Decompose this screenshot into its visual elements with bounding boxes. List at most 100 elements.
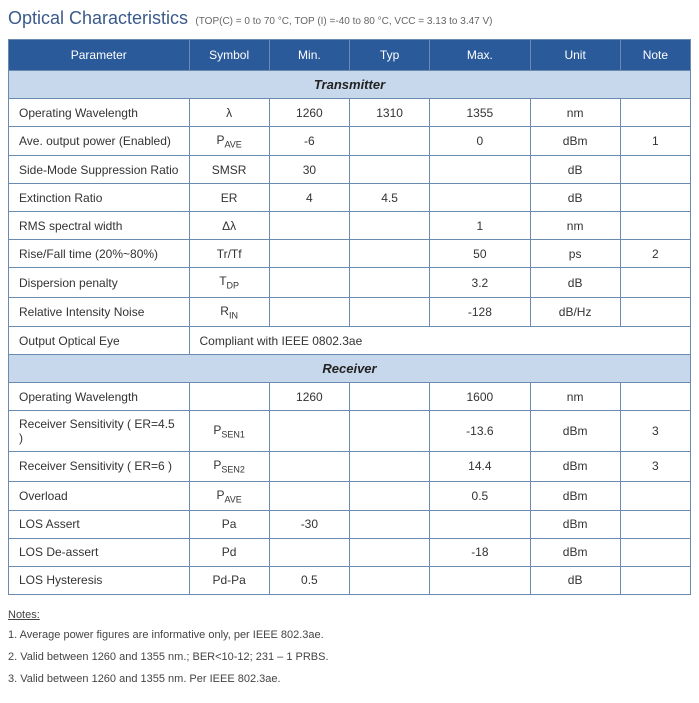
cell-symbol: TDP (189, 268, 269, 297)
cell-param: LOS Assert (9, 510, 190, 538)
cell-symbol: PAVE (189, 481, 269, 510)
cell-typ (349, 411, 429, 452)
cell-typ (349, 156, 429, 184)
cell-typ (349, 268, 429, 297)
table-row: LOS HysteresisPd-Pa0.5dB (9, 566, 691, 594)
cell-unit: dB (530, 156, 620, 184)
cell-unit: ps (530, 240, 620, 268)
table-row: Output Optical EyeCompliant with IEEE 08… (9, 327, 691, 355)
cell-symbol: Pd (189, 538, 269, 566)
cell-min: -6 (269, 127, 349, 156)
cell-max: 1 (430, 212, 530, 240)
cell-min: 30 (269, 156, 349, 184)
table-row: Dispersion penaltyTDP3.2dB (9, 268, 691, 297)
cell-note: 2 (620, 240, 690, 268)
cell-note: 1 (620, 127, 690, 156)
section-label: Transmitter (9, 71, 691, 99)
col-unit: Unit (530, 40, 620, 71)
col-note: Note (620, 40, 690, 71)
table-row: OverloadPAVE0.5dBm (9, 481, 691, 510)
table-row: Ave. output power (Enabled)PAVE-6 0dBm1 (9, 127, 691, 156)
cell-unit: nm (530, 383, 620, 411)
cell-min (269, 538, 349, 566)
cell-param: Ave. output power (Enabled) (9, 127, 190, 156)
cell-max: -18 (430, 538, 530, 566)
cell-typ: 4.5 (349, 184, 429, 212)
cell-max: -128 (430, 297, 530, 326)
cell-min (269, 481, 349, 510)
note-line: 2. Valid between 1260 and 1355 nm.; BER<… (8, 651, 691, 663)
table-row: Rise/Fall time (20%~80%)Tr/Tf50ps2 (9, 240, 691, 268)
cell-typ (349, 297, 429, 326)
cell-note (620, 510, 690, 538)
cell-symbol: Tr/Tf (189, 240, 269, 268)
cell-symbol: λ (189, 99, 269, 127)
cell-symbol: PAVE (189, 127, 269, 156)
cell-unit: dBm (530, 127, 620, 156)
cell-note (620, 99, 690, 127)
cell-note (620, 268, 690, 297)
table-row: Extinction RatioER44.5dB (9, 184, 691, 212)
cell-typ (349, 240, 429, 268)
characteristics-table: Parameter Symbol Min. Typ Max. Unit Note… (8, 39, 691, 595)
cell-min (269, 411, 349, 452)
cell-param: Relative Intensity Noise (9, 297, 190, 326)
cell-param: Overload (9, 481, 190, 510)
cell-symbol: RIN (189, 297, 269, 326)
cell-unit: dB (530, 566, 620, 594)
table-row: Operating Wavelength12601600nm (9, 383, 691, 411)
cell-note (620, 538, 690, 566)
col-min: Min. (269, 40, 349, 71)
table-row: Side-Mode Suppression RatioSMSR30dB (9, 156, 691, 184)
cell-note (620, 297, 690, 326)
table-row: Receiver Sensitivity ( ER=6 )PSEN214.4dB… (9, 452, 691, 481)
cell-symbol: Pd-Pa (189, 566, 269, 594)
cell-typ (349, 566, 429, 594)
cell-param: Operating Wavelength (9, 99, 190, 127)
cell-typ (349, 383, 429, 411)
cell-typ (349, 127, 429, 156)
cell-min: 1260 (269, 99, 349, 127)
section-row: Transmitter (9, 71, 691, 99)
page-title: Optical Characteristics (8, 8, 188, 28)
cell-unit: dB (530, 268, 620, 297)
cell-typ (349, 510, 429, 538)
cell-symbol: PSEN1 (189, 411, 269, 452)
col-parameter: Parameter (9, 40, 190, 71)
cell-typ (349, 212, 429, 240)
cell-max (430, 156, 530, 184)
note-line: 3. Valid between 1260 and 1355 nm. Per I… (8, 673, 691, 685)
cell-min: 0.5 (269, 566, 349, 594)
cell-note: 3 (620, 411, 690, 452)
cell-max (430, 510, 530, 538)
cell-unit: dBm (530, 538, 620, 566)
section-row: Receiver (9, 355, 691, 383)
cell-typ: 1310 (349, 99, 429, 127)
cell-unit: dBm (530, 452, 620, 481)
cell-unit: dBm (530, 510, 620, 538)
cell-note (620, 212, 690, 240)
col-max: Max. (430, 40, 530, 71)
cell-typ (349, 481, 429, 510)
cell-unit: dB (530, 184, 620, 212)
col-typ: Typ (349, 40, 429, 71)
cell-typ (349, 538, 429, 566)
table-row: RMS spectral widthΔλ1nm (9, 212, 691, 240)
cell-max: 14.4 (430, 452, 530, 481)
cell-note: 3 (620, 452, 690, 481)
cell-symbol (189, 383, 269, 411)
cell-param: LOS De-assert (9, 538, 190, 566)
cell-symbol: PSEN2 (189, 452, 269, 481)
table-row: LOS De-assertPd -18dBm (9, 538, 691, 566)
cell-param: RMS spectral width (9, 212, 190, 240)
cell-max: 0 (430, 127, 530, 156)
note-line: 1. Average power figures are informative… (8, 629, 691, 641)
cell-symbol: Pa (189, 510, 269, 538)
table-row: Operating Wavelengthλ126013101355nm (9, 99, 691, 127)
table-row: LOS AssertPa-30 dBm (9, 510, 691, 538)
page-subtitle: (TOP(C) = 0 to 70 °C, TOP (I) =-40 to 80… (195, 16, 492, 27)
cell-max: -13.6 (430, 411, 530, 452)
title-row: Optical Characteristics (TOP(C) = 0 to 7… (8, 8, 691, 29)
cell-min: -30 (269, 510, 349, 538)
cell-symbol: SMSR (189, 156, 269, 184)
